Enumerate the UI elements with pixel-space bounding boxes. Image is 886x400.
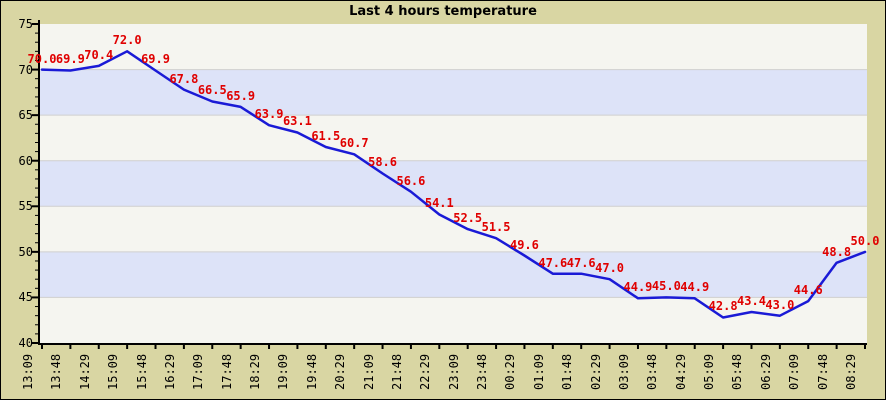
x-tick-label: 02:29	[588, 353, 603, 390]
x-tick-label: 01:48	[560, 353, 575, 390]
data-label: 65.9	[226, 88, 256, 103]
x-tick-label: 23:48	[475, 353, 490, 390]
data-label: 50.0	[850, 233, 880, 248]
data-label: 52.5	[453, 211, 483, 226]
data-label: 63.9	[254, 107, 284, 122]
x-tick-label: 08:29	[844, 353, 858, 390]
x-tick-label: 18:29	[248, 353, 263, 390]
data-label: 48.8	[822, 244, 852, 259]
y-tick-label: 75	[18, 17, 33, 31]
x-tick-label: 14:29	[77, 353, 92, 390]
y-tick-label: 65	[18, 108, 33, 123]
data-label: 69.9	[141, 52, 170, 67]
x-tick-label: 03:48	[645, 353, 660, 390]
y-tick-label: 60	[18, 153, 33, 168]
data-label: 70.0	[27, 51, 57, 66]
x-tick-label: 01:09	[531, 353, 546, 390]
data-label: 44.6	[793, 283, 823, 298]
data-label: 58.6	[368, 155, 397, 170]
y-tick-label: 50	[18, 244, 33, 259]
data-label: 47.6	[538, 255, 568, 270]
data-label: 67.8	[169, 71, 199, 86]
x-tick-label: 19:09	[276, 353, 291, 390]
data-label: 47.6	[566, 255, 596, 270]
data-label: 72.0	[112, 33, 142, 48]
data-label: 51.5	[481, 220, 511, 235]
y-tick-label: 55	[18, 199, 33, 214]
x-tick-label: 05:09	[702, 353, 717, 390]
y-tick-label: 45	[18, 290, 33, 305]
x-tick-label: 19:48	[304, 353, 319, 390]
x-tick-label: 03:09	[616, 353, 631, 390]
data-label: 66.5	[197, 83, 227, 98]
temperature-line	[40, 50, 867, 319]
x-tick-label: 15:48	[134, 353, 149, 390]
data-label: 54.1	[424, 196, 454, 211]
data-label: 43.4	[737, 294, 766, 308]
data-label: 60.7	[339, 136, 369, 151]
data-label: 69.9	[55, 52, 85, 67]
x-tick-label: 13:09	[21, 353, 35, 390]
x-tick-label: 21:48	[389, 353, 404, 390]
data-label: 44.9	[680, 280, 710, 295]
plot-area	[40, 24, 867, 343]
chart-title: Last 4 hours temperature	[349, 4, 537, 19]
x-tick-label: 22:29	[418, 353, 433, 390]
data-label: 42.8	[708, 299, 738, 314]
x-tick-label: 05:48	[730, 353, 745, 390]
data-label: 56.6	[396, 173, 426, 188]
data-label: 45.0	[651, 279, 681, 294]
data-label: 63.1	[282, 114, 312, 129]
x-tick-label: 00:29	[503, 353, 518, 390]
data-label: 43.0	[765, 297, 795, 312]
x-tick-label: 07:09	[787, 353, 802, 390]
x-tick-label: 06:29	[758, 353, 773, 390]
x-tick-label: 17:48	[219, 353, 234, 390]
x-tick-label: 04:29	[673, 353, 688, 390]
data-label: 61.5	[311, 129, 341, 144]
x-tick-label: 21:09	[361, 353, 376, 390]
data-label: 49.6	[509, 237, 539, 252]
x-tick-label: 20:29	[333, 353, 348, 390]
data-label: 44.9	[623, 280, 653, 295]
y-tick-label: 40	[18, 336, 33, 350]
x-tick-label: 07:48	[815, 353, 830, 390]
x-tick-label: 15:09	[106, 353, 121, 390]
y-tick-label: 70	[18, 62, 33, 77]
x-tick-label: 13:48	[49, 353, 64, 390]
x-tick-label: 16:29	[162, 353, 177, 390]
data-label: 47.0	[595, 261, 625, 276]
x-tick-label: 17:09	[191, 353, 206, 390]
data-label: 70.4	[84, 47, 114, 62]
x-tick-label: 23:09	[446, 353, 461, 390]
